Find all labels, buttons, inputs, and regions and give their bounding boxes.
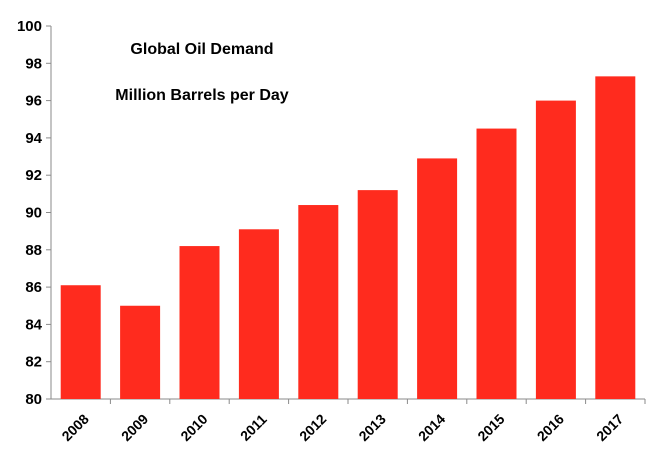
bar-2013 (357, 190, 398, 399)
chart-title: Global Oil Demand (130, 41, 273, 58)
bar-2012 (298, 205, 339, 399)
x-tick-label: 2009 (118, 411, 151, 444)
y-tick-label: 94 (25, 130, 42, 147)
x-tick-label: 2016 (534, 411, 567, 444)
y-tick-label: 98 (25, 55, 42, 72)
x-tick-label: 2010 (177, 411, 210, 444)
y-tick-label: 82 (25, 354, 42, 371)
x-tick-label: 2015 (474, 411, 507, 444)
x-tick-label: 2017 (593, 411, 626, 444)
x-tick-label: 2012 (296, 411, 329, 444)
y-axis: 80 82 84 86 88 90 92 94 96 98 100 (17, 18, 52, 408)
x-axis: 2008 2009 2010 2011 2012 2013 2014 2015 2016 2017 (51, 398, 646, 444)
y-tick-label: 84 (25, 316, 42, 333)
x-tick-label: 2014 (415, 411, 448, 444)
x-tick-label: 2008 (58, 411, 91, 444)
bar-2016 (535, 100, 576, 399)
y-tick-label: 80 (25, 391, 42, 408)
y-tick-label: 92 (25, 167, 42, 184)
bar-2008 (60, 285, 101, 399)
bar-2010 (179, 246, 220, 399)
y-tick-label: 100 (17, 18, 42, 35)
x-tick-label: 2013 (355, 411, 388, 444)
bar-2009 (120, 305, 161, 399)
bar-2014 (417, 158, 458, 399)
y-tick-label: 96 (25, 93, 42, 110)
y-tick-label: 86 (25, 279, 42, 296)
x-tick-label: 2011 (237, 411, 270, 444)
y-tick-label: 88 (25, 242, 42, 259)
bar-2015 (476, 128, 517, 399)
bar-2017 (595, 76, 636, 399)
bar-2011 (238, 229, 279, 399)
y-tick-label: 90 (25, 205, 42, 222)
chart-subtitle: Million Barrels per Day (115, 87, 288, 104)
bars (60, 76, 636, 399)
